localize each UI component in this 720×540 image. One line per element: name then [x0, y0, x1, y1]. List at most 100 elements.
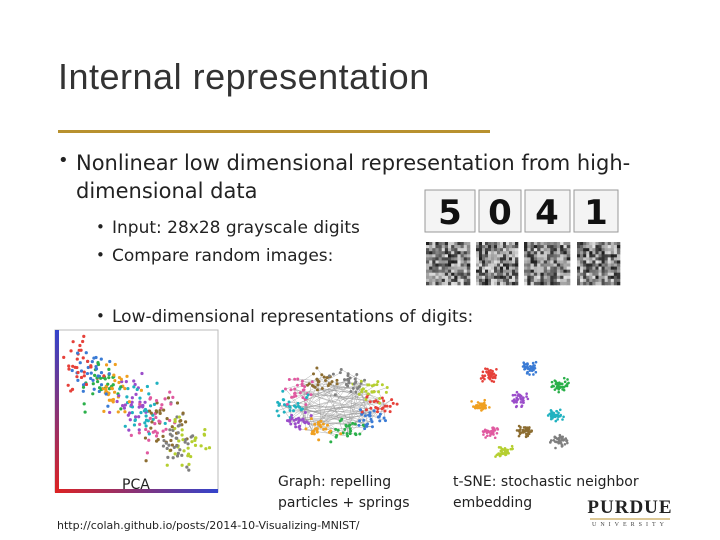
- noise-pixel: [592, 248, 596, 252]
- noise-pixel: [466, 281, 471, 286]
- point: [82, 370, 86, 374]
- noise-pixel: [454, 245, 458, 249]
- noise-pixel: [598, 260, 602, 264]
- point: [180, 453, 184, 457]
- point: [334, 435, 338, 439]
- noise-pixel: [524, 278, 528, 283]
- noise-pixel: [598, 251, 602, 255]
- point: [149, 426, 153, 430]
- noise-pixel: [466, 272, 471, 277]
- point: [107, 372, 111, 376]
- noise-pixel: [500, 260, 504, 264]
- noise-pixel: [604, 254, 609, 258]
- point: [89, 376, 93, 381]
- noise-pixel: [543, 272, 548, 277]
- noise-pixel: [527, 272, 531, 277]
- point: [275, 409, 279, 413]
- noise-pixel: [604, 245, 609, 249]
- noise-pixel: [438, 242, 443, 246]
- noise-pixel: [476, 266, 480, 270]
- point: [322, 375, 326, 379]
- noise-pixel: [607, 254, 612, 258]
- point: [344, 382, 348, 386]
- point: [120, 380, 124, 384]
- point: [171, 395, 175, 399]
- noise-pixel: [577, 248, 581, 252]
- noise-pixel: [460, 272, 465, 277]
- point: [527, 432, 531, 436]
- noise-pixel: [595, 275, 599, 280]
- noise-pixel: [530, 272, 535, 277]
- point: [384, 390, 388, 394]
- point: [137, 428, 141, 432]
- noise-pixel: [448, 266, 452, 270]
- noise-pixel: [503, 278, 507, 283]
- point: [123, 403, 127, 407]
- noise-pixel: [530, 260, 535, 264]
- noise-pixel: [482, 281, 486, 286]
- noise-pixel: [537, 254, 541, 258]
- noise-pixel: [457, 260, 461, 264]
- point: [158, 411, 162, 415]
- noise-pixel: [454, 248, 458, 252]
- noise-pixel: [441, 266, 446, 270]
- point: [310, 383, 314, 387]
- noise-pixel: [515, 275, 519, 280]
- noise-pixel: [457, 266, 461, 270]
- noise-pixel: [524, 254, 528, 258]
- noise-pixel: [506, 260, 510, 264]
- noise-pixel: [448, 269, 452, 274]
- point: [167, 443, 171, 447]
- noise-pixel: [494, 263, 498, 267]
- noise-pixel: [550, 251, 554, 255]
- point: [299, 418, 303, 422]
- noise-pixel: [454, 275, 458, 280]
- noise-pixel: [488, 266, 492, 270]
- noise-pixel: [586, 260, 590, 264]
- point: [378, 396, 382, 400]
- point: [310, 380, 314, 384]
- point: [99, 370, 104, 375]
- point: [530, 429, 534, 433]
- noise-pixel: [500, 275, 504, 280]
- noise-pixel: [580, 242, 584, 246]
- noise-pixel: [524, 251, 528, 255]
- point: [391, 401, 395, 405]
- point: [163, 421, 167, 426]
- noise-pixel: [497, 257, 501, 261]
- point: [173, 426, 177, 431]
- noise-pixel: [457, 245, 461, 249]
- point: [311, 372, 315, 376]
- noise-pixel: [604, 257, 609, 261]
- noise-pixel: [494, 281, 498, 286]
- point: [528, 426, 531, 429]
- noise-pixel: [444, 272, 449, 277]
- noise-pixel: [601, 263, 605, 267]
- noise-pixel: [560, 257, 564, 261]
- point: [165, 463, 169, 467]
- point: [173, 420, 177, 424]
- point: [155, 431, 159, 435]
- noise-pixel: [438, 248, 443, 252]
- noise-pixel: [448, 281, 452, 286]
- noise-pixel: [426, 281, 430, 286]
- point: [113, 362, 117, 367]
- point: [168, 390, 172, 394]
- noise-pixel: [616, 248, 621, 252]
- noise-pixel: [466, 251, 471, 255]
- point: [562, 438, 566, 442]
- point: [178, 419, 182, 423]
- point: [175, 401, 180, 405]
- noise-pixel: [560, 263, 564, 267]
- point: [169, 402, 173, 406]
- noise-pixel: [613, 248, 618, 252]
- noise-pixel: [610, 272, 615, 277]
- point: [132, 385, 136, 389]
- point: [514, 399, 518, 402]
- point: [360, 410, 364, 414]
- point: [162, 438, 166, 443]
- noise-pixel: [512, 242, 516, 246]
- noise-pixel: [509, 251, 513, 255]
- point: [315, 366, 319, 370]
- noise-pixel: [435, 263, 439, 267]
